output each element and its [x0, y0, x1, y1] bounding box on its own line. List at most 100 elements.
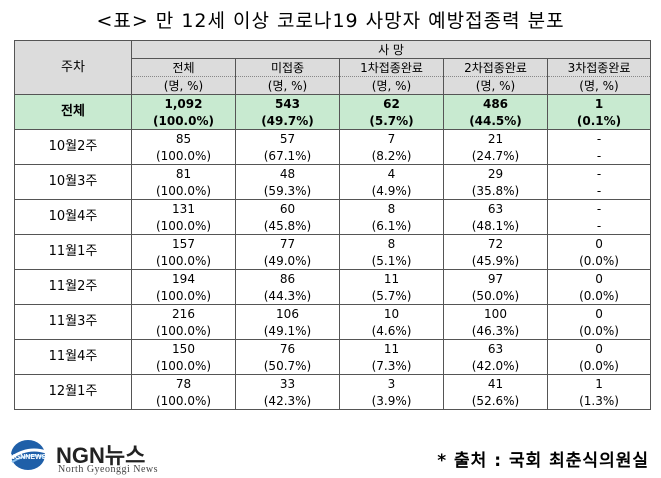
count-cell: 8: [339, 199, 444, 217]
svg-text:NGNNEWS: NGNNEWS: [10, 454, 47, 461]
count-cell: 86: [235, 269, 340, 287]
count-cell: 10: [339, 304, 444, 322]
count-cell: 8: [339, 234, 444, 252]
count-cell: 1,092: [131, 94, 236, 112]
count-cell: 131: [131, 199, 236, 217]
percent-cell: (7.3%): [339, 357, 444, 375]
percent-cell: (100.0%): [131, 217, 236, 235]
percent-cell: (0.0%): [546, 357, 652, 375]
vaccination-table: 주차 사 망 전체 미접종 1차접종완료 2차접종완료 3차접종완료 (명, %…: [14, 40, 652, 410]
row-label: 11월4주: [14, 339, 132, 375]
count-cell: 543: [235, 94, 340, 112]
unit-label: (명, %): [546, 76, 652, 95]
percent-cell: (100.0%): [131, 322, 236, 340]
unit-label: (명, %): [443, 76, 548, 95]
percent-cell: (59.3%): [235, 182, 340, 200]
percent-cell: (49.0%): [235, 252, 340, 270]
count-cell: 216: [131, 304, 236, 322]
percent-cell: (0.0%): [546, 252, 652, 270]
table-row: 10월3주 81 48 4 29-: [14, 164, 652, 200]
percent-cell: (35.8%): [443, 182, 548, 200]
percent-cell: -: [546, 217, 652, 235]
percent-cell: -: [546, 147, 652, 165]
percent-cell: (100.0%): [131, 357, 236, 375]
column-header: 2차접종완료: [443, 58, 548, 77]
brand-name: NGN뉴스: [56, 443, 146, 468]
count-cell: 1: [546, 94, 652, 112]
count-cell: 0: [546, 339, 652, 357]
count-cell: 7: [339, 129, 444, 147]
count-cell: 29: [443, 164, 548, 182]
table-row-percent: (100.0%) (45.8%) (6.1%) (48.1%) -: [15, 217, 652, 235]
percent-cell: (100.0%): [131, 147, 236, 165]
percent-cell: (5.1%): [339, 252, 444, 270]
percent-cell: (49.7%): [235, 112, 340, 130]
percent-cell: (0.1%): [546, 112, 652, 130]
percent-cell: (24.7%): [443, 147, 548, 165]
week-header: 주차: [14, 40, 132, 95]
count-cell: 3: [339, 374, 444, 392]
count-cell: -: [546, 199, 652, 217]
count-cell: 78: [131, 374, 236, 392]
percent-cell: (8.2%): [339, 147, 444, 165]
count-cell: 81: [131, 164, 236, 182]
count-cell: 11: [339, 339, 444, 357]
count-cell: -: [546, 129, 652, 147]
table-row-percent: (100.0%) (50.7%) (7.3%) (42.0%) (0.0%): [15, 357, 652, 375]
percent-cell: (52.6%): [443, 392, 548, 410]
count-cell: 0: [546, 234, 652, 252]
table-row: 11월1주 157 77 8 72 0: [14, 234, 652, 270]
header-row-2: 전체 미접종 1차접종완료 2차접종완료 3차접종완료: [14, 58, 652, 77]
percent-cell: (100.0%): [131, 182, 236, 200]
table-row: 12월1주 78 33 3 41 1: [14, 374, 652, 410]
row-label: 10월4주: [14, 199, 132, 235]
percent-cell: (3.9%): [339, 392, 444, 410]
unit-label: (명, %): [131, 76, 236, 95]
count-cell: 60: [235, 199, 340, 217]
count-cell: 63: [443, 339, 548, 357]
row-label: 11월3주: [14, 304, 132, 340]
count-cell: 63: [443, 199, 548, 217]
percent-cell: (42.3%): [235, 392, 340, 410]
table-row: 11월4주 150 76 11 63 0: [14, 339, 652, 375]
unit-label: (명, %): [339, 76, 444, 95]
percent-cell: (1.3%): [546, 392, 652, 410]
count-cell: 85: [131, 129, 236, 147]
count-cell: 33: [235, 374, 340, 392]
percent-cell: (50.0%): [443, 287, 548, 305]
unit-label: (명, %): [235, 76, 340, 95]
percent-cell: (6.1%): [339, 217, 444, 235]
table-row-percent: (100.0%) (49.0%) (5.1%) (45.9%) (0.0%): [15, 252, 652, 270]
table-row: 11월3주 216 106 10 100 0: [14, 304, 652, 340]
percent-cell: (44.3%): [235, 287, 340, 305]
death-group-header: 사 망: [130, 40, 652, 59]
count-cell: 62: [339, 94, 444, 112]
percent-cell: (0.0%): [546, 287, 652, 305]
row-label: 12월1주: [14, 374, 132, 410]
table-title: <표> 만 12세 이상 코로나19 사망자 예방접종력 분포: [96, 10, 565, 32]
percent-cell: (5.7%): [339, 287, 444, 305]
percent-cell: (0.0%): [546, 322, 652, 340]
row-label: 11월2주: [14, 269, 132, 305]
percent-cell: (46.3%): [443, 322, 548, 340]
header-row-3: (명, %) (명, %) (명, %) (명, %) (명, %): [14, 76, 652, 95]
column-header: 1차접종완료: [339, 58, 444, 77]
count-cell: 486: [443, 94, 548, 112]
count-cell: 100: [443, 304, 548, 322]
column-header: 3차접종완료: [546, 58, 652, 77]
count-cell: 76: [235, 339, 340, 357]
count-cell: 194: [131, 269, 236, 287]
count-cell: 57: [235, 129, 340, 147]
row-label: 11월1주: [14, 234, 132, 270]
count-cell: 72: [443, 234, 548, 252]
percent-cell: (50.7%): [235, 357, 340, 375]
percent-cell: (42.0%): [443, 357, 548, 375]
percent-cell: (4.6%): [339, 322, 444, 340]
percent-cell: -: [546, 182, 652, 200]
count-cell: 106: [235, 304, 340, 322]
table-row: 10월2주 85 57 7 21-: [14, 129, 652, 165]
table-row: 11월2주 194 86 11 97 0: [14, 269, 652, 305]
count-cell: 0: [546, 269, 652, 287]
count-cell: 97: [443, 269, 548, 287]
count-cell: 0: [546, 304, 652, 322]
